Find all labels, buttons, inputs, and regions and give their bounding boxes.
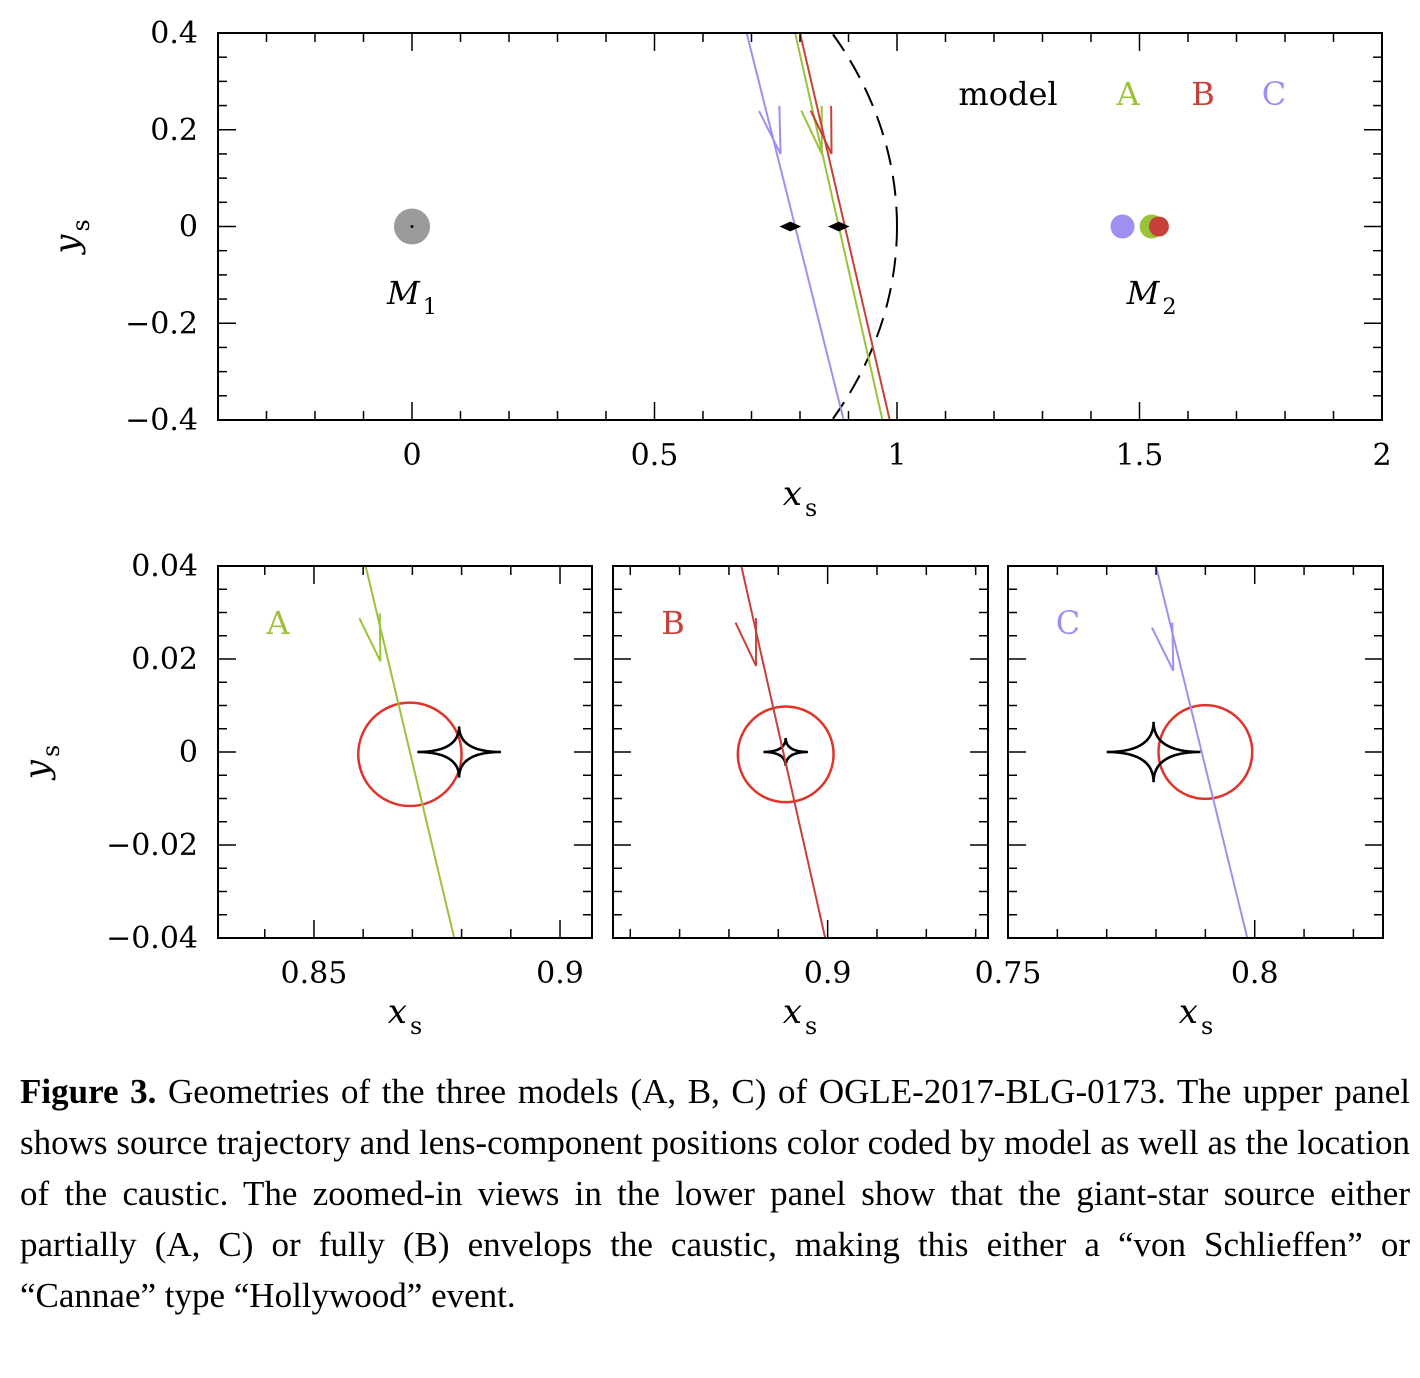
x-axis-label-main: x (1179, 992, 1198, 1032)
x-axis-label-main: x (783, 992, 802, 1032)
y-axis-label: ys (17, 745, 65, 781)
lens-position-C (1110, 214, 1135, 239)
panel-plot-area (394, 33, 1169, 420)
y-tick-label: −0.02 (106, 828, 198, 863)
y-tick-label: −0.4 (125, 403, 198, 438)
y-axis-label-sub: s (67, 219, 95, 231)
x-tick-label: 2 (1372, 438, 1391, 473)
panel-C: 0.75 0.8 x s C (975, 565, 1384, 1040)
legend: model A B C (958, 75, 1286, 113)
critical-curve-dashed (830, 33, 898, 420)
trajectory-B (740, 566, 827, 938)
y-tick-label: 0.4 (150, 16, 198, 51)
lens-label-M1-main: M (386, 274, 421, 312)
panel-frame (612, 565, 989, 939)
panel-plot-area (734, 566, 835, 938)
panel-label-B: B (661, 604, 685, 642)
x-tick-label: 1 (887, 438, 906, 473)
panel-B: 0.9x s B (612, 565, 989, 1040)
figure-caption: Figure 3. Geometries of the three models… (20, 1066, 1410, 1321)
panel-label-A: A (265, 604, 290, 642)
x-tick-label: 1.5 (1116, 438, 1164, 473)
source-disk (736, 705, 835, 804)
trajectory-arrow (358, 613, 382, 662)
y-tick-label: −0.2 (125, 306, 198, 341)
panel-frame (217, 565, 593, 939)
trajectory-arrow (734, 617, 758, 667)
x-tick-label: 0.8 (1231, 956, 1279, 991)
caustic-curve (1106, 721, 1201, 783)
trajectory-arrow (758, 105, 782, 155)
trajectory-arrow (1151, 622, 1175, 672)
x-tick-label: 0.75 (975, 956, 1042, 991)
x-axis-label-main: x (783, 474, 802, 514)
panel-plot-area (357, 566, 501, 938)
x-tick-label: 0.85 (281, 956, 348, 991)
x-axis-label-sub: s (410, 1012, 422, 1040)
panel-frame (217, 32, 1383, 421)
panel-frame (1007, 565, 1384, 939)
y-tick-label: 0.2 (150, 113, 198, 148)
lens-center-dot (410, 225, 414, 228)
caption-label: Figure 3. (20, 1072, 157, 1111)
y-axis-label-text: ys (17, 745, 65, 781)
y-tick-label: −0.04 (106, 921, 198, 956)
x-axis-label-main: x (388, 992, 407, 1032)
trajectory-arrow (800, 105, 823, 155)
source-disk (1157, 703, 1254, 801)
lens-position-B (1148, 216, 1169, 237)
lens-label-M1-sub: 1 (423, 294, 437, 320)
legend-entry-C: C (1262, 75, 1286, 113)
trajectory-arrow (809, 105, 833, 155)
x-tick-label: 0.5 (631, 438, 679, 473)
trajectory-C (1155, 566, 1249, 938)
y-tick-label: 0.04 (131, 549, 198, 584)
x-axis-label-sub: s (805, 1012, 817, 1040)
y-tick-label: 0 (179, 735, 198, 770)
lens-label-M2-main: M (1126, 274, 1161, 312)
y-axis-label-sub: s (37, 745, 65, 757)
y-axis-label-main: y (17, 759, 57, 781)
y-axis-label-text: ys (47, 219, 95, 255)
panel-plot-area (1106, 566, 1254, 938)
legend-title: model (958, 75, 1057, 113)
legend-entry-A: A (1115, 75, 1140, 113)
x-tick-label: 0.9 (536, 956, 584, 991)
x-tick-label: 0.9 (804, 956, 852, 991)
caustic-mark (827, 221, 850, 232)
y-tick-label: 0 (179, 210, 198, 245)
x-axis-label-sub: s (1201, 1012, 1213, 1040)
x-axis-label-sub: s (805, 494, 817, 522)
caustic-mark (779, 221, 802, 232)
caustic-curve (763, 737, 808, 767)
caustic-curve (417, 726, 501, 778)
y-axis-label-main: y (47, 234, 87, 256)
y-tick-label: 0.02 (131, 642, 198, 677)
y-axis-label: ys (47, 219, 95, 255)
panel-label-C: C (1056, 604, 1080, 642)
caption-text: Geometries of the three models (A, B, C)… (20, 1072, 1410, 1315)
source-disk (357, 701, 463, 808)
x-tick-label: 0 (402, 438, 421, 473)
legend-entry-B: B (1191, 75, 1215, 113)
lens-label-M2-sub: 2 (1162, 294, 1176, 320)
